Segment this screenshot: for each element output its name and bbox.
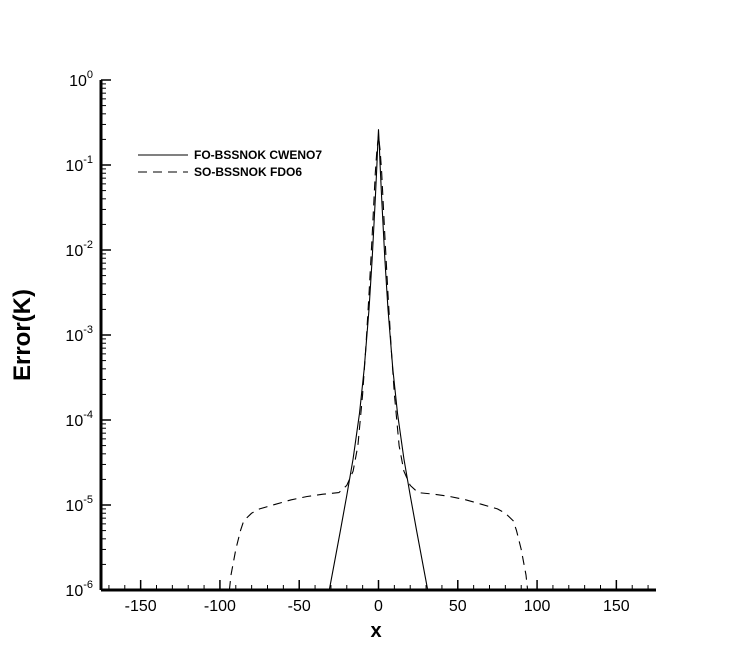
y-tick-exponent: -4: [83, 409, 93, 421]
y-tick-label: 10-5: [65, 494, 93, 515]
y-tick-label: 10-6: [65, 579, 93, 600]
y-tick-base: 10: [65, 498, 83, 515]
y-tick-exponent: -3: [83, 324, 93, 336]
legend-label-2: SO-BSSNOK FDO6: [194, 165, 302, 179]
y-tick-base: 10: [69, 73, 87, 90]
y-tick-base: 10: [65, 583, 83, 600]
series-line-1: [328, 129, 429, 591]
y-tick-label: 10-2: [65, 239, 93, 260]
y-tick-label: 100: [69, 69, 93, 90]
legend-label-1: FO-BSSNOK CWENO7: [194, 148, 322, 162]
x-tick-label: 50: [449, 598, 467, 615]
legend: FO-BSSNOK CWENO7 SO-BSSNOK FDO6: [138, 148, 322, 179]
y-tick-label: 10-1: [65, 154, 93, 175]
y-tick-base: 10: [65, 158, 83, 175]
y-tick-base: 10: [65, 328, 83, 345]
series-layer: [228, 129, 529, 591]
y-tick-exponent: -2: [83, 239, 93, 251]
y-tick-base: 10: [65, 413, 83, 430]
x-tick-label: -100: [204, 598, 236, 615]
y-tick-label: 10-4: [65, 409, 93, 430]
y-tick-base: 10: [65, 243, 83, 260]
series-line-2: [228, 135, 529, 591]
x-tick-label: 100: [524, 598, 551, 615]
y-axis-title: Error(K): [9, 289, 36, 381]
x-tick-label: 150: [603, 598, 630, 615]
x-tick-label: 0: [374, 598, 383, 615]
y-tick-exponent: -1: [83, 154, 93, 166]
y-tick-exponent: -5: [83, 494, 93, 506]
axes: -150 -100 -50 0 50 100 15010-610-510-410-310-2…: [65, 69, 656, 615]
y-tick-exponent: 0: [87, 69, 93, 81]
x-axis-title: x: [370, 620, 381, 642]
y-tick-label: 10-3: [65, 324, 93, 345]
x-tick-label: -150: [125, 598, 157, 615]
x-tick-label: -50: [288, 598, 311, 615]
y-tick-exponent: -6: [83, 579, 93, 591]
